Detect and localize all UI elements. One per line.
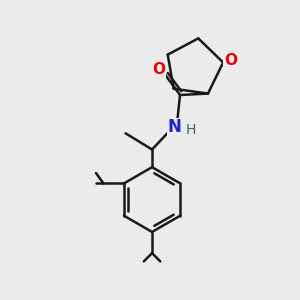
- Text: O: O: [224, 52, 237, 68]
- Text: O: O: [152, 62, 165, 77]
- Text: H: H: [185, 123, 196, 137]
- Text: N: N: [168, 118, 182, 136]
